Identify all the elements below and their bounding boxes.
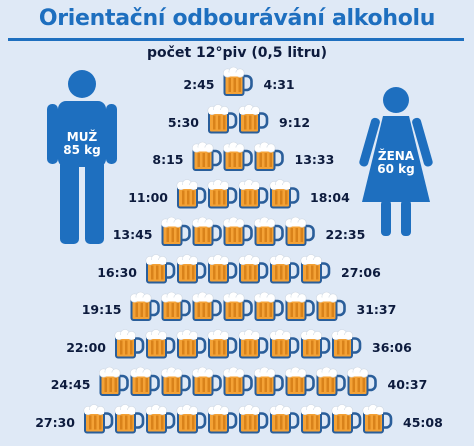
beer-mug-icon bbox=[299, 253, 331, 284]
beer-mug-icon bbox=[82, 403, 114, 434]
beer-pyramid bbox=[82, 65, 393, 434]
beer-mug-icon bbox=[345, 365, 377, 397]
beer-mug-icon bbox=[268, 253, 300, 284]
beer-mug-icon bbox=[160, 215, 191, 247]
woman-time-label: 36:06 bbox=[372, 339, 412, 355]
beer-mug-icon bbox=[268, 328, 300, 359]
beer-mug-icon bbox=[237, 103, 269, 134]
man-time-label: 2:45 bbox=[183, 77, 215, 92]
beer-mug-icon bbox=[222, 65, 253, 97]
beer-mug-icon bbox=[283, 290, 315, 322]
beer-mug-icon bbox=[144, 253, 176, 284]
beer-mug-icon bbox=[330, 403, 362, 434]
beer-mug-icon bbox=[113, 403, 145, 434]
beer-mug-icon bbox=[222, 290, 253, 322]
beer-mug-icon bbox=[222, 215, 253, 247]
woman-time-label: 4:31 bbox=[263, 77, 295, 92]
man-time-label: 19:15 bbox=[81, 302, 122, 317]
beer-mug-icon bbox=[206, 328, 238, 359]
man-time-label: 5:30 bbox=[167, 114, 199, 130]
woman-time-label: 31:37 bbox=[356, 302, 397, 317]
beer-mug-icon bbox=[144, 328, 176, 359]
beer-mug-icon bbox=[175, 178, 207, 209]
beer-mug-icon bbox=[268, 403, 300, 434]
man-time-label: 11:00 bbox=[128, 189, 168, 205]
beer-mug-icon bbox=[206, 103, 238, 134]
man-time-label: 13:45 bbox=[112, 227, 153, 242]
beer-mug-icon bbox=[314, 290, 346, 322]
beer-mug-icon bbox=[237, 178, 269, 209]
woman-time-label: 40:37 bbox=[387, 377, 428, 392]
beer-mug-icon bbox=[144, 403, 176, 434]
woman-time-label: 13:33 bbox=[294, 152, 335, 167]
beer-mug-icon bbox=[330, 328, 362, 359]
page-subtitle: počet 12°piv (0,5 litru) bbox=[147, 45, 327, 61]
beer-mug-icon bbox=[314, 365, 346, 397]
beer-mug-icon bbox=[191, 290, 222, 322]
beer-mug-icon bbox=[253, 365, 284, 397]
beer-mug-icon bbox=[283, 215, 315, 247]
woman-label: ŽENA 60 kg bbox=[372, 150, 420, 176]
beer-mug-icon bbox=[98, 365, 129, 397]
beer-mug-icon bbox=[222, 365, 253, 397]
woman-time-label: 27:06 bbox=[341, 264, 381, 280]
beer-mug-icon bbox=[283, 365, 315, 397]
beer-mug-icon bbox=[206, 253, 238, 284]
woman-time-label: 45:08 bbox=[403, 414, 443, 430]
male-silhouette-icon bbox=[47, 70, 117, 244]
title-divider bbox=[8, 38, 464, 41]
beer-mug-icon bbox=[253, 215, 284, 247]
beer-mug-icon bbox=[191, 140, 222, 172]
man-label: MUŽ 85 kg bbox=[58, 131, 106, 157]
female-silhouette-icon bbox=[359, 87, 433, 236]
beer-mug-icon bbox=[237, 328, 269, 359]
beer-mug-icon bbox=[299, 403, 331, 434]
man-label-line1: MUŽ bbox=[66, 130, 98, 144]
woman-label-line2: 60 kg bbox=[377, 162, 415, 176]
beer-mug-icon bbox=[160, 290, 191, 322]
man-time-label: 8:15 bbox=[152, 152, 184, 167]
beer-mug-icon bbox=[160, 365, 191, 397]
woman-label-line1: ŽENA bbox=[377, 149, 415, 163]
beer-mug-icon bbox=[206, 403, 238, 434]
man-time-label: 16:30 bbox=[97, 264, 137, 280]
man-label-line2: 85 kg bbox=[63, 143, 101, 157]
beer-mug-icon bbox=[175, 403, 207, 434]
beer-mug-icon bbox=[129, 365, 160, 397]
beer-mug-icon bbox=[175, 328, 207, 359]
beer-mug-icon bbox=[191, 365, 222, 397]
woman-time-label: 18:04 bbox=[310, 189, 350, 205]
woman-time-label: 9:12 bbox=[279, 114, 311, 130]
beer-mug-icon bbox=[191, 215, 222, 247]
beer-mug-icon bbox=[299, 328, 331, 359]
man-time-label: 22:00 bbox=[66, 339, 106, 355]
beer-mug-icon bbox=[237, 253, 269, 284]
beer-mug-icon bbox=[129, 290, 160, 322]
man-time-label: 24:45 bbox=[50, 377, 91, 392]
beer-mug-icon bbox=[113, 328, 145, 359]
page-title: Orientační odbourávání alkoholu bbox=[38, 6, 436, 31]
beer-mug-icon bbox=[222, 140, 253, 172]
beer-mug-icon bbox=[237, 403, 269, 434]
beer-mug-icon bbox=[268, 178, 300, 209]
woman-time-label: 22:35 bbox=[325, 227, 366, 242]
beer-mug-icon bbox=[253, 290, 284, 322]
man-time-label: 27:30 bbox=[35, 414, 75, 430]
beer-mug-icon bbox=[206, 178, 238, 209]
beer-mug-icon bbox=[175, 253, 207, 284]
beer-mug-icon bbox=[361, 403, 393, 434]
beer-mug-icon bbox=[253, 140, 284, 172]
